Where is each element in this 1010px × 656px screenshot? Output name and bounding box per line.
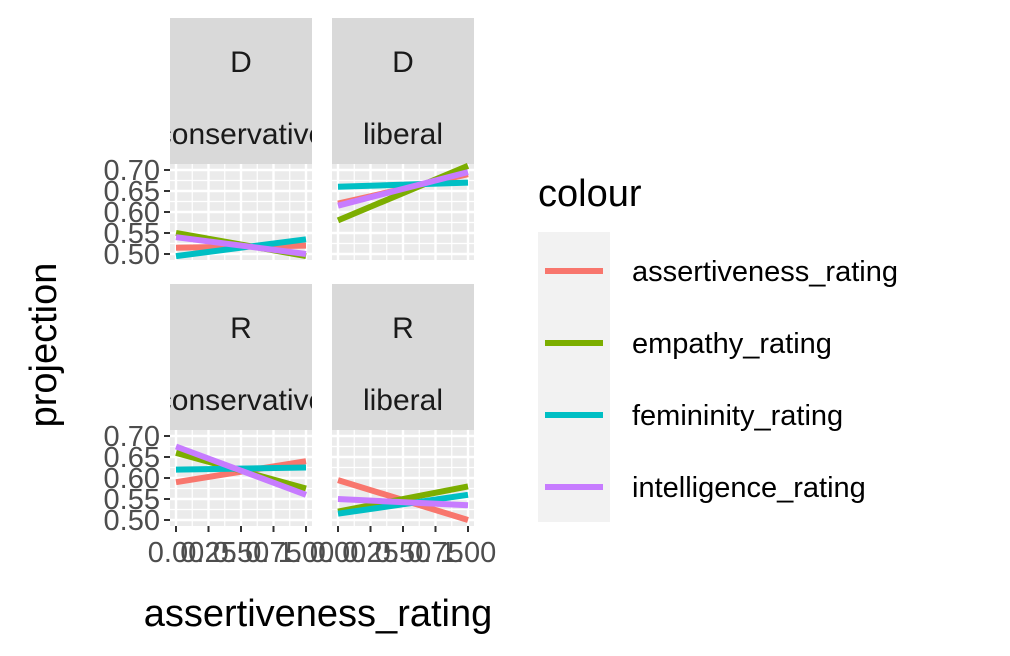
- x-tick-label: 0.00: [310, 537, 366, 569]
- facet-strip: [170, 284, 312, 430]
- facet-strip: [170, 18, 312, 164]
- facet-strip-row-label: D: [392, 46, 414, 79]
- panels-layer: DconservativeDliberalRconservativeRliber…: [157, 18, 474, 526]
- series-line-intelligence-rating: [337, 496, 469, 509]
- legend-entry: femininity_rating: [545, 400, 843, 432]
- x-tick-label: 0.50: [213, 537, 269, 569]
- x-tick-label: 0.25: [342, 537, 398, 569]
- y-tick-label: 0.65: [104, 176, 160, 208]
- x-tick-label: 0.00: [148, 537, 204, 569]
- facet-strip-row-label: D: [230, 46, 252, 79]
- legend-label: intelligence_rating: [632, 472, 866, 504]
- legend-key-background: [538, 232, 610, 522]
- y-axis-title: projection: [23, 263, 65, 428]
- x-tick-label: 1.00: [278, 537, 334, 569]
- legend-label: femininity_rating: [632, 400, 843, 432]
- y-tick-label: 0.70: [104, 421, 160, 453]
- legend-entry: intelligence_rating: [545, 472, 866, 504]
- facet-strip-col-label: liberal: [363, 384, 443, 417]
- series-line-intelligence-rating: [174, 443, 308, 498]
- legend-entry: empathy_rating: [545, 328, 832, 360]
- facet-strip-col-label: liberal: [363, 118, 443, 151]
- y-tick-label: 0.60: [104, 463, 160, 495]
- y-tick-label: 0.55: [104, 218, 160, 250]
- facet-strip: [332, 284, 474, 430]
- x-tick-label: 0.75: [245, 537, 301, 569]
- facet-strip: [332, 18, 474, 164]
- x-tick-label: 0.50: [375, 537, 431, 569]
- legend-label: empathy_rating: [632, 328, 832, 360]
- legend-title: colour: [538, 173, 642, 215]
- x-axis-title: assertiveness_rating: [144, 593, 493, 635]
- series-line-femininity-rating: [337, 179, 469, 190]
- y-tick-label: 0.55: [104, 484, 160, 516]
- legend-entry: assertiveness_rating: [545, 256, 898, 288]
- y-tick-label: 0.60: [104, 197, 160, 229]
- x-tick-label: 1.00: [440, 537, 496, 569]
- facet-strip-row-label: R: [392, 312, 414, 345]
- legend: colour assertiveness_rating empathy_ratin…: [538, 173, 898, 522]
- y-tick-label: 0.50: [104, 239, 160, 271]
- series-line-intelligence-rating: [175, 234, 307, 257]
- y-tick-label: 0.65: [104, 442, 160, 474]
- series-line-empathy-rating: [337, 483, 469, 515]
- y-tick-label: 0.70: [104, 155, 160, 187]
- facet-strip-col-label: conservative: [157, 118, 325, 151]
- x-tick-label: 0.75: [407, 537, 463, 569]
- axes-layer: 0.500.550.600.650.700.500.550.600.650.70…: [104, 155, 497, 569]
- legend-label: assertiveness_rating: [632, 256, 898, 288]
- facet-strip-row-label: R: [230, 312, 252, 345]
- x-tick-label: 0.25: [180, 537, 236, 569]
- series-line-intelligence-rating: [337, 169, 469, 209]
- legend-entries: assertiveness_rating empathy_ratingfemini…: [545, 256, 898, 504]
- facet-strip-col-label: conservative: [157, 384, 325, 417]
- y-tick-label: 0.50: [104, 505, 160, 537]
